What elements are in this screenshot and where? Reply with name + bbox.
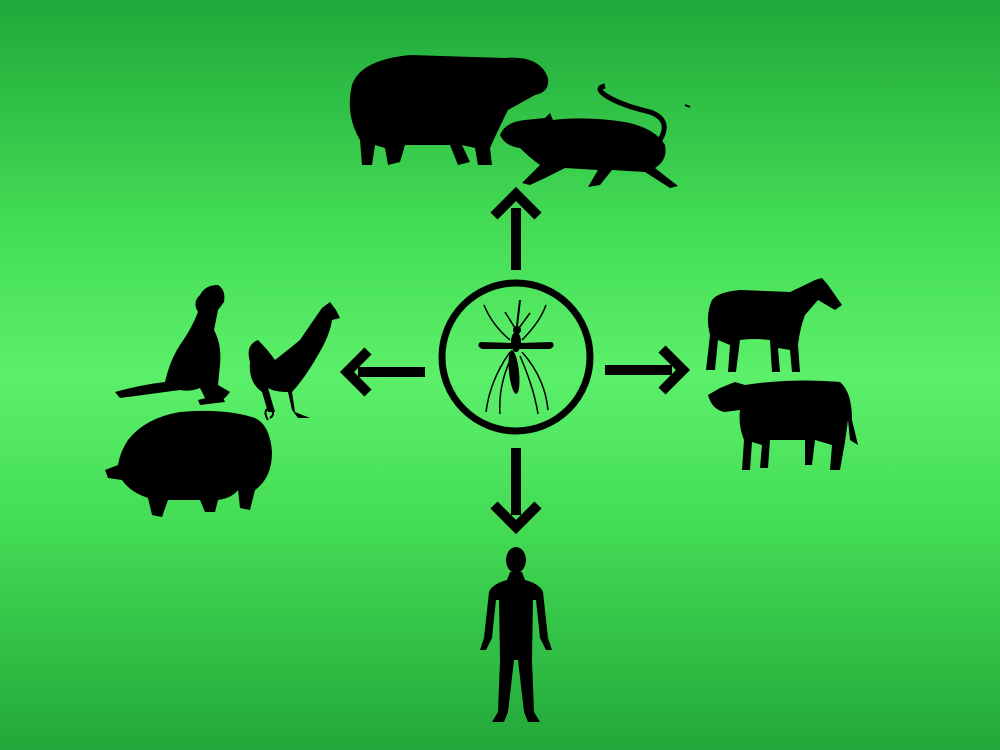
arrow-down-icon xyxy=(490,448,542,535)
pig-icon xyxy=(105,406,274,517)
dog-icon xyxy=(115,285,230,405)
human-icon xyxy=(480,547,552,722)
rat-icon xyxy=(500,83,691,188)
cow-icon xyxy=(708,380,858,470)
mosquito-icon xyxy=(438,279,594,435)
rooster-icon xyxy=(248,302,340,418)
arrow-left-icon xyxy=(339,347,425,397)
capybara-icon xyxy=(349,55,549,165)
arrow-up-icon xyxy=(490,186,542,270)
horse-icon xyxy=(706,278,842,372)
arrow-right-icon xyxy=(605,345,691,395)
